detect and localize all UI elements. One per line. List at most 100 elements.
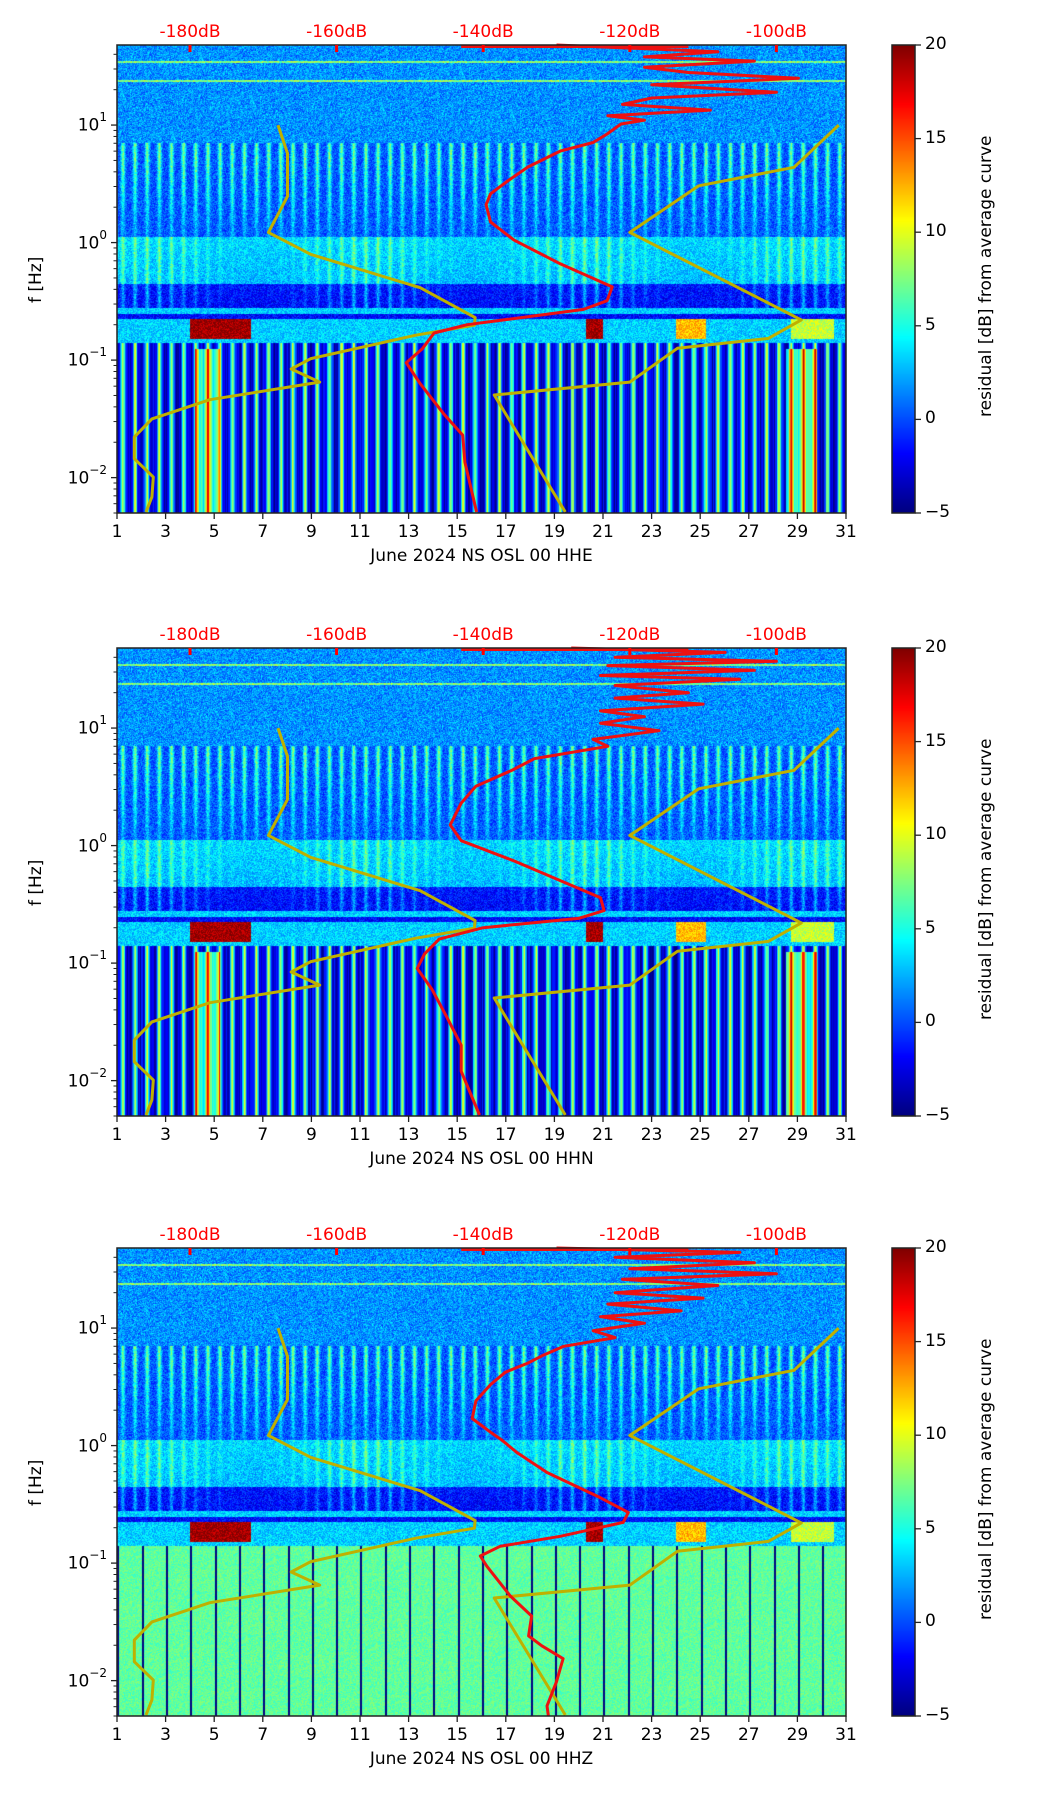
spectrogram-heatmap [117, 1248, 846, 1716]
spectrogram-heatmap [117, 648, 846, 1116]
db-tick-label: -100dB [745, 22, 807, 42]
colorbar-tick-label: 10 [925, 221, 947, 242]
nlnm-curve [132, 1327, 477, 1716]
nhnm-curve [492, 1327, 840, 1716]
db-tick-label: -120dB [599, 22, 661, 42]
colorbar [892, 648, 915, 1116]
y-tick-exponent: −2 [89, 1065, 107, 1080]
spectrogram-panel: 1 3 5 7 9 11 13 15 17 19 21 23 25 27 29 31 101 100 10−1 10−… [0, 0, 1052, 1769]
y-tick-exponent: 0 [99, 830, 107, 845]
x-tick-label: 19 [543, 1725, 566, 1745]
colorbar [892, 45, 915, 513]
db-tick-label: -160dB [306, 625, 368, 645]
x-tick-label: 11 [349, 1725, 371, 1745]
x-tick-label: 1 [111, 522, 123, 542]
nhnm-curve [492, 124, 840, 513]
x-tick-label: 9 [305, 1725, 317, 1745]
colorbar-tick-label: 15 [925, 1330, 947, 1351]
y-tick-base: 10 [77, 233, 100, 254]
x-tick-label: 27 [737, 522, 760, 542]
y-tick-base: 10 [77, 718, 100, 739]
x-tick-label: 21 [592, 1725, 614, 1745]
x-tick-label: 15 [446, 1725, 469, 1745]
colorbar-tick-label: 15 [925, 730, 947, 751]
average-psd-curve [470, 1246, 778, 1717]
x-tick-label: 21 [592, 1125, 614, 1145]
db-tick-label: -160dB [306, 1225, 368, 1245]
x-tick-label: 3 [160, 1725, 172, 1745]
y-tick-exponent: −1 [89, 1548, 107, 1563]
y-tick-base: 10 [67, 953, 90, 974]
y-tick-base: 10 [77, 836, 100, 857]
x-tick-label: 17 [494, 1125, 517, 1145]
x-tick-label: 27 [737, 1125, 760, 1145]
colorbar-tick-label: 15 [925, 127, 947, 148]
colorbar-frame [891, 647, 916, 1117]
colorbar-tick-label: 0 [925, 1611, 936, 1632]
y-tick-base: 10 [67, 1553, 90, 1574]
axes-frame [116, 647, 847, 1117]
db-tick-label: -180dB [159, 1225, 221, 1245]
db-tick-label: -180dB [159, 22, 221, 42]
x-tick-label: 17 [494, 522, 517, 542]
colorbar-tick-label: 0 [925, 408, 936, 429]
colorbar-tick-label: −5 [925, 1105, 951, 1125]
db-tick-label: -140dB [452, 625, 514, 645]
y-tick-label: 10−2 [47, 462, 107, 489]
y-tick-base: 10 [67, 468, 90, 489]
y-tick-base: 10 [77, 1318, 100, 1339]
db-tick-label: -140dB [452, 22, 514, 42]
y-tick-label: 10−2 [47, 1666, 107, 1692]
colorbar-tick-label: 10 [925, 1424, 947, 1445]
y-tick-exponent: −2 [89, 462, 107, 477]
colorbar-tick-label: −5 [925, 502, 951, 522]
x-tick-label: 31 [835, 1125, 857, 1145]
y-tick-exponent: 1 [99, 713, 107, 728]
x-tick-label: 31 [835, 1725, 857, 1745]
x-tick-label: 3 [160, 1125, 172, 1145]
nlnm-curve [132, 727, 477, 1116]
colorbar-tick-label: 0 [925, 1011, 936, 1032]
x-tick-label: 9 [305, 522, 317, 542]
y-tick-exponent: 0 [99, 227, 107, 242]
db-tick-label: -160dB [306, 22, 368, 42]
y-tick-label: 100 [47, 227, 107, 254]
x-tick-label: 23 [640, 1125, 663, 1145]
colorbar [892, 1248, 915, 1716]
y-tick-exponent: −1 [89, 345, 107, 360]
x-tick-label: 5 [208, 1725, 220, 1745]
x-tick-label: 25 [689, 1725, 712, 1745]
y-tick-label: 101 [47, 713, 107, 739]
x-tick-label: 29 [786, 1725, 809, 1745]
x-tick-label: 1 [111, 1125, 123, 1145]
x-tick-label: 5 [208, 1125, 220, 1145]
colorbar-tick-label: 20 [925, 1237, 947, 1257]
colorbar-tick-label: 20 [925, 34, 947, 54]
colorbar-label: residual [dB] from average curve [976, 1338, 996, 1620]
x-tick-label: 23 [640, 522, 663, 542]
y-tick-label: 10−2 [47, 1065, 107, 1092]
x-tick-label: 15 [446, 522, 469, 542]
x-tick-label: 19 [543, 1125, 566, 1145]
colorbar-tick-label: 5 [925, 314, 936, 335]
x-tick-label: 9 [305, 1125, 317, 1145]
db-tick-label: -140dB [452, 1225, 514, 1245]
axes-frame [116, 44, 847, 514]
spectrogram-heatmap [117, 45, 846, 513]
colorbar-tick-label: 5 [925, 1517, 936, 1538]
x-tick-label: 7 [257, 1125, 269, 1145]
x-tick-label: 3 [160, 522, 172, 542]
colorbar-tick-label: 5 [925, 917, 936, 938]
db-tick-label: -100dB [745, 625, 807, 645]
y-tick-label: 101 [47, 110, 107, 136]
y-tick-exponent: 1 [99, 1313, 107, 1328]
db-tick-label: -180dB [159, 625, 221, 645]
y-tick-base: 10 [77, 115, 100, 136]
x-tick-label: 1 [111, 1725, 123, 1745]
x-tick-label: 7 [257, 522, 269, 542]
y-tick-label: 100 [47, 830, 107, 857]
average-psd-curve [415, 646, 778, 1116]
x-axis-label: June 2024 NS OSL 00 HHZ [369, 1749, 594, 1769]
y-tick-base: 10 [77, 1436, 100, 1457]
